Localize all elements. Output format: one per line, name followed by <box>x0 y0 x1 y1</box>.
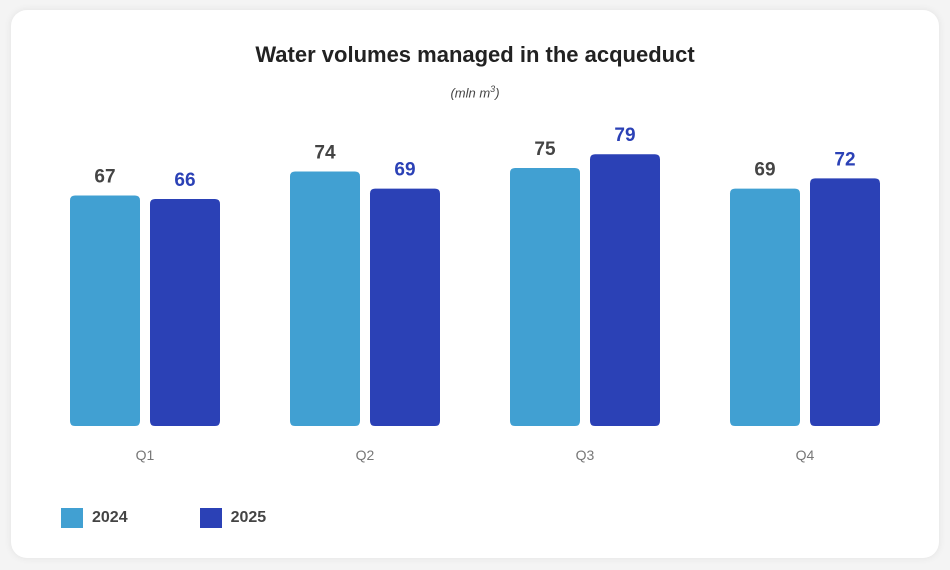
x-tick-label-q4: Q4 <box>796 447 815 463</box>
x-tick-label-q2: Q2 <box>356 447 375 463</box>
bar-q1-2024 <box>70 195 140 426</box>
bar-q2-2024 <box>290 171 360 426</box>
legend-swatch-2024 <box>61 508 83 528</box>
legend-label-2025: 2025 <box>230 509 267 526</box>
bar-q3-2024 <box>510 168 580 426</box>
data-label-q3-2024: 75 <box>534 139 556 160</box>
bar-q1-2025 <box>150 198 220 426</box>
data-label-q1-2025: 66 <box>174 170 195 191</box>
data-label-q2-2025: 69 <box>394 160 415 181</box>
data-label-q3-2025: 79 <box>614 125 635 146</box>
data-label-q1-2024: 67 <box>94 167 115 188</box>
x-tick-label-q3: Q3 <box>576 447 595 463</box>
chart-subtitle: (mln m3) <box>450 84 500 101</box>
x-tick-label-q1: Q1 <box>136 447 155 463</box>
bar-q4-2024 <box>730 188 800 426</box>
data-label-q2-2024: 74 <box>314 142 336 163</box>
legend-item-2024[interactable]: 2024 <box>61 508 128 528</box>
legend-item-2025[interactable]: 2025 <box>199 508 267 528</box>
bar-q3-2025 <box>590 154 660 427</box>
data-label-q4-2025: 72 <box>834 149 855 170</box>
legend: 2024 2025 <box>61 508 266 528</box>
bar-q2-2025 <box>370 188 440 426</box>
bar-q4-2025 <box>810 178 880 426</box>
data-label-q4-2024: 69 <box>754 160 775 181</box>
legend-swatch-2025 <box>199 508 222 528</box>
chart-title: Water volumes managed in the acqueduct <box>255 42 695 67</box>
legend-label-2024: 2024 <box>92 509 128 526</box>
